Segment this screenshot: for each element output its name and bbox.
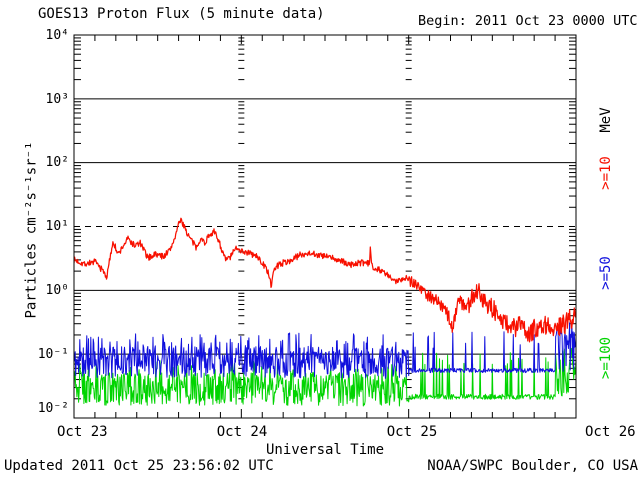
x-tick-label-oct26: Oct 26 [585,424,636,440]
y-tick-label-1e3: 10³ [45,92,69,107]
y-tick-label-1e0: 10⁰ [45,283,69,298]
x-tick-label-oct25: Oct 25 [386,424,438,440]
right-label-ge50: >=50 [598,256,614,290]
y-tick-label-1e1: 10¹ [45,219,69,234]
series--50-mev [74,321,576,379]
x-tick-label-oct24: Oct 24 [216,424,268,440]
x-axis-title: Universal Time [265,442,385,458]
y-tick-label-1e4: 10⁴ [45,28,69,43]
right-label-mev: MeV [598,107,614,133]
series--10-mev [74,217,576,343]
series--100-mev [74,347,576,407]
y-tick-label-1e-2: 10⁻² [37,401,69,416]
chart-title: GOES13 Proton Flux (5 minute data) [38,6,325,22]
right-label-ge100: >=100 [598,336,614,380]
updated-timestamp: Updated 2011 Oct 25 23:56:02 UTC [4,458,274,474]
begin-timestamp: Begin: 2011 Oct 23 0000 UTC [418,13,638,29]
y-tick-label-1e-1: 10⁻¹ [37,347,69,362]
x-tick-label-oct23: Oct 23 [57,424,108,440]
y-tick-label-1e2: 10² [45,155,69,170]
right-label-ge10: >=10 [598,156,614,190]
y-axis-title: Particles cm⁻²s⁻¹sr⁻¹ [23,141,40,319]
source-credit: NOAA/SWPC Boulder, CO USA [427,458,638,474]
